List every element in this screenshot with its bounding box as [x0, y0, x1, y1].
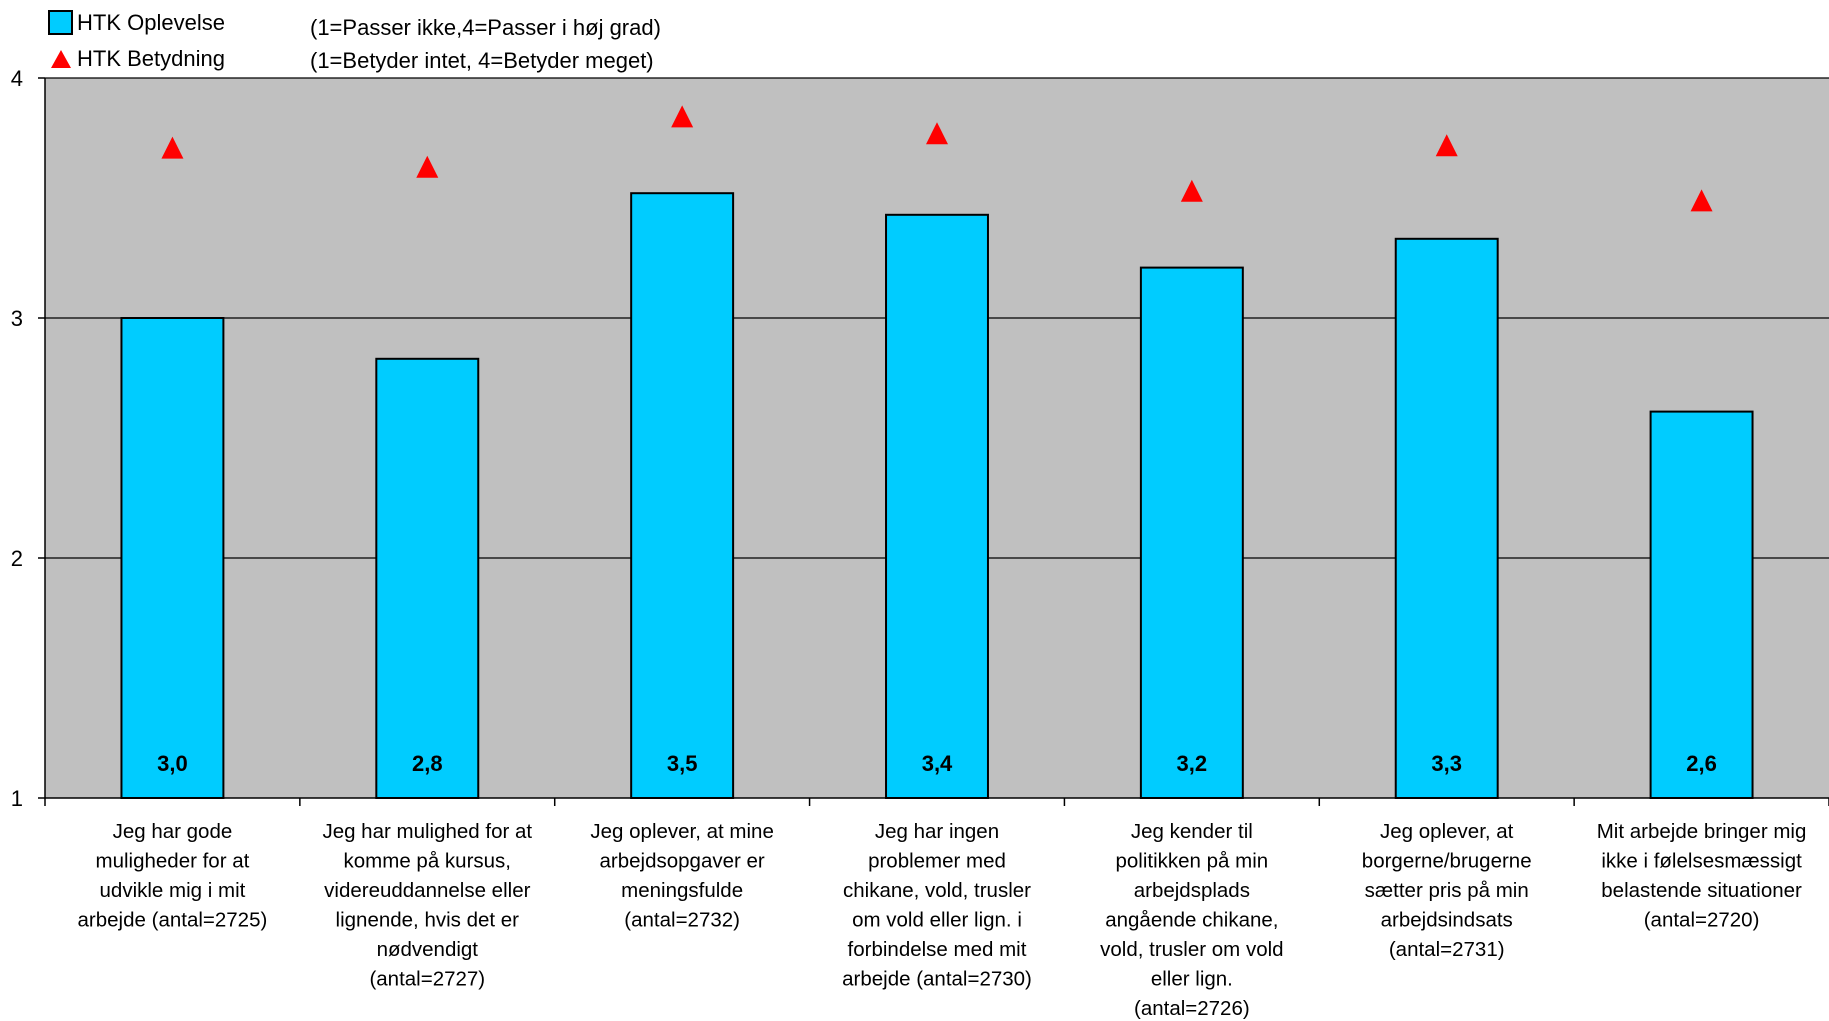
- y-tick-label: 2: [11, 546, 23, 571]
- triangle-markers: [161, 105, 1713, 212]
- y-tick-label: 3: [11, 306, 23, 331]
- x-category-label-line: Jeg kender til: [1131, 820, 1253, 843]
- scale-note-betydning: (1=Betyder intet, 4=Betyder meget): [310, 48, 654, 73]
- bar: [630, 192, 735, 799]
- x-category-label-line: (antal=2727): [369, 968, 485, 991]
- triangle-marker: [926, 122, 948, 145]
- triangle-marker: [1180, 179, 1203, 202]
- legend: HTK Oplevelse HTK Betydning: [48, 10, 225, 71]
- x-category-label-line: angående chikane,: [1105, 909, 1278, 932]
- x-category-label-line: komme på kursus,: [344, 850, 511, 873]
- x-category-label-line: (antal=2726): [1134, 997, 1250, 1020]
- bar-value-label: 3,0: [157, 751, 188, 776]
- x-category-label-line: Jeg har mulighed for at: [322, 820, 532, 843]
- x-category-label-line: Jeg har gode: [113, 820, 233, 843]
- y-tick-label: 4: [11, 66, 23, 91]
- bar: [375, 357, 480, 799]
- x-category-label: Jeg har gode muligheder for at udvikle mig…: [78, 820, 268, 932]
- x-category-label-line: ikke i følelsesmæssigt: [1601, 850, 1802, 873]
- bar: [1394, 237, 1499, 800]
- scale-note-oplevelse: (1=Passer ikke,4=Passer i høj grad): [310, 15, 661, 40]
- triangle-marker: [1690, 189, 1713, 212]
- bar-value-label: 2,8: [412, 751, 443, 776]
- x-category-label: Jeg har ingen problemer med chikane, vold,…: [842, 820, 1032, 991]
- x-category-label: Jeg oplever, at borgerne/brugerne sætter p…: [1362, 820, 1532, 961]
- x-category-label-line: udvikle mig i mit: [100, 879, 246, 902]
- bar: [1649, 410, 1754, 799]
- x-category-label-line: videreuddannelse eller: [324, 879, 530, 902]
- bar-value-label: 3,3: [1431, 751, 1462, 776]
- x-category-label-line: vold, trusler om vold: [1100, 938, 1283, 961]
- x-category-label-line: Jeg har ingen: [875, 820, 999, 843]
- bar: [1139, 266, 1244, 800]
- y-axis-ticks: 1 2 3 4: [11, 66, 45, 811]
- x-category-label: Jeg har mulighed for at komme på kursus, v…: [322, 820, 532, 991]
- x-category-label-line: lignende, hvis det er: [336, 909, 520, 932]
- x-category-label-line: om vold eller lign. i: [852, 909, 1022, 932]
- legend-marker-betydning: [51, 50, 71, 68]
- x-category-label-line: forbindelse med mit: [848, 938, 1027, 961]
- x-category-label-line: politikken på min: [1116, 850, 1269, 873]
- bar-value-label: 2,6: [1686, 751, 1717, 776]
- x-category-label-line: meningsfulde: [621, 879, 743, 902]
- x-category-label-line: chikane, vold, trusler: [843, 879, 1031, 902]
- x-category-label-line: borgerne/brugerne: [1362, 850, 1532, 873]
- x-category-label-line: arbejde (antal=2725): [78, 909, 268, 932]
- bar-value-label: 3,4: [922, 751, 953, 776]
- y-tick-label: 1: [11, 786, 23, 811]
- x-category-label-line: (antal=2720): [1644, 909, 1760, 932]
- legend-label-betydning: HTK Betydning: [77, 46, 225, 71]
- x-category-label: Jeg kender til politikken på min arbejdspl…: [1100, 820, 1283, 1020]
- x-category-label-line: (antal=2731): [1389, 938, 1505, 961]
- legend-swatch-oplevelse: [48, 10, 73, 35]
- bars: [120, 192, 1754, 800]
- triangle-marker: [671, 105, 694, 128]
- bar-value-label: 3,2: [1177, 751, 1208, 776]
- x-category-label-line: problemer med: [868, 850, 1006, 873]
- x-category-label-line: Jeg oplever, at mine: [590, 820, 773, 843]
- bar: [120, 317, 225, 799]
- x-category-label-line: Mit arbejde bringer mig: [1597, 820, 1807, 843]
- x-category-label-line: eller lign.: [1151, 968, 1233, 991]
- x-category-label-line: (antal=2732): [624, 909, 740, 932]
- x-category-label-line: nødvendigt: [377, 938, 479, 961]
- x-category-label-line: arbejdsplads: [1134, 879, 1250, 902]
- x-category-label-line: Jeg oplever, at: [1380, 820, 1514, 843]
- x-category-label-line: belastende situationer: [1601, 879, 1802, 902]
- x-axis-labels: Jeg har gode muligheder for at udvikle mig…: [78, 820, 1807, 1020]
- x-category-label: Mit arbejde bringer mig ikke i følelsesmæ…: [1597, 820, 1807, 932]
- legend-label-oplevelse: HTK Oplevelse: [77, 10, 225, 35]
- bar-value-label: 3,5: [667, 751, 698, 776]
- x-category-label-line: arbejdsindsats: [1381, 909, 1513, 932]
- x-category-label-line: muligheder for at: [96, 850, 250, 873]
- triangle-marker: [161, 136, 184, 159]
- x-category-label-line: arbejdsopgaver er: [600, 850, 765, 873]
- triangle-marker: [416, 155, 439, 178]
- x-category-label-line: sætter pris på min: [1365, 879, 1529, 902]
- bar: [885, 213, 989, 800]
- bar-value-labels: 3,0 2,8 3,5 3,4 3,2 3,3 2,6: [157, 751, 1717, 776]
- x-category-label-line: arbejde (antal=2730): [842, 968, 1032, 991]
- x-category-label: Jeg oplever, at mine arbejdsopgaver er men…: [590, 820, 773, 932]
- triangle-marker: [1435, 134, 1458, 157]
